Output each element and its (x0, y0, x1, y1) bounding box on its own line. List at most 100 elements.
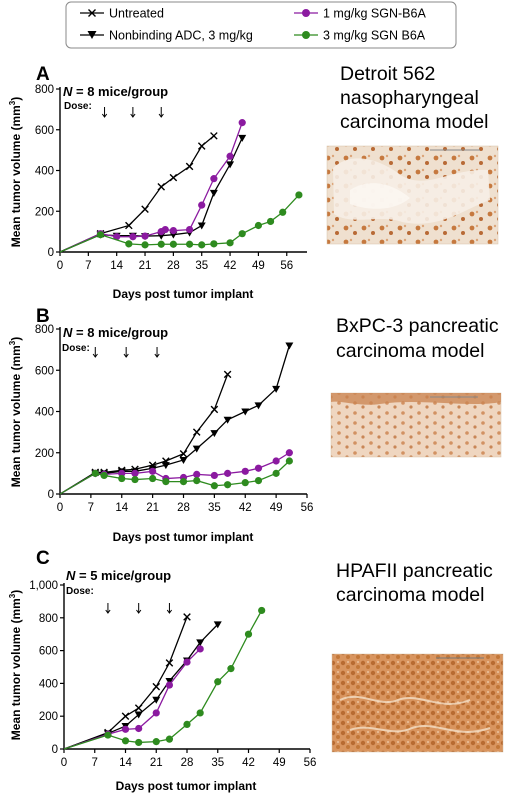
data-point (157, 183, 166, 191)
data-point (196, 709, 204, 717)
x-tick-label: 42 (239, 502, 252, 514)
data-point (129, 233, 137, 241)
data-point (285, 449, 293, 457)
x-tick-label: 0 (61, 757, 67, 769)
x-axis-title: Days post tumor implant (113, 287, 254, 301)
x-tick-label: 56 (301, 502, 314, 514)
data-point (193, 476, 201, 485)
data-point (152, 682, 161, 691)
data-point (227, 665, 235, 673)
data-point (152, 709, 160, 717)
series-1-mg-kg-sgn-b6a (63, 645, 204, 750)
legend-label: Untreated (109, 7, 164, 21)
dose-arrow-icon (130, 107, 136, 118)
legend-entry-3mgkg: 3 mg/kg SGN B6A (294, 29, 426, 43)
data-point (209, 189, 218, 197)
data-point (134, 711, 143, 719)
data-point (135, 724, 143, 733)
data-point (104, 731, 112, 739)
data-point (179, 456, 188, 464)
y-tick-label: 0 (52, 744, 58, 756)
data-point (198, 241, 206, 249)
y-tick-label: 0 (48, 489, 54, 501)
x-tick-label: 7 (92, 757, 98, 769)
y-tick-label: 200 (39, 711, 58, 723)
x-tick-label: 49 (252, 260, 265, 272)
data-point (238, 134, 247, 142)
x-tick-label: 56 (304, 757, 317, 769)
data-point (118, 469, 126, 477)
data-point (149, 467, 157, 475)
x-tick-label: 14 (119, 757, 132, 769)
series-line (59, 135, 215, 253)
data-point (118, 474, 126, 483)
ihc-stain-image (331, 653, 504, 753)
data-point (224, 469, 232, 477)
data-point (196, 645, 204, 653)
dose-arrow-icon (158, 107, 164, 118)
model-label-line: carcinoma model (336, 584, 484, 606)
data-point (121, 712, 130, 720)
y-tick-label: 800 (39, 613, 58, 625)
data-point (210, 175, 218, 183)
dose-label: Dose: (66, 586, 94, 597)
x-tick-label: 28 (167, 260, 180, 272)
legend-label: 1 mg/kg SGN-B6A (323, 7, 426, 21)
panel-b: B N = 8 mice/group Dose: Mean tumor volu… (8, 306, 502, 544)
data-point (183, 658, 191, 666)
y-tick-label: 400 (35, 407, 54, 419)
x-tick-label: 21 (150, 757, 163, 769)
dose-arrow-icon (136, 603, 142, 614)
data-point (244, 630, 253, 638)
series-3-mg-kg-sgn-b6a (59, 457, 293, 495)
y-tick-label: 200 (35, 206, 54, 218)
data-point (169, 240, 177, 248)
data-point (134, 704, 143, 712)
data-point (214, 678, 222, 686)
y-tick-label: 200 (35, 448, 54, 460)
x-axis-title: Days post tumor implant (116, 779, 257, 793)
model-label: Detroit 562 nasopharyngeal carcinoma mod… (340, 63, 488, 133)
legend-entry-nonbinding-adc: Nonbinding ADC, 3 mg/kg (80, 29, 253, 43)
data-point (254, 402, 263, 410)
data-point (279, 208, 287, 216)
data-point (272, 385, 281, 393)
data-point (165, 681, 174, 689)
data-point (238, 119, 246, 127)
data-point (210, 430, 219, 438)
series-line (63, 610, 263, 750)
y-tick-label: 800 (35, 324, 54, 336)
data-point (183, 613, 191, 621)
x-tick-label: 35 (208, 502, 221, 514)
dose-label: Dose: (62, 343, 90, 354)
model-label-line: Detroit 562 (340, 63, 435, 85)
data-point (272, 457, 280, 465)
data-point (125, 240, 133, 248)
series-untreated (59, 370, 232, 495)
data-point (125, 221, 133, 230)
dose-arrow-icon (123, 347, 129, 358)
model-label-line: HPAFII pancreatic (336, 560, 493, 582)
data-point (196, 639, 205, 647)
data-point (223, 370, 232, 379)
data-point (241, 467, 249, 475)
data-point (210, 471, 218, 480)
data-point (213, 621, 222, 629)
model-label-line: carcinoma model (336, 340, 484, 362)
y-tick-label: 400 (39, 678, 58, 690)
y-axis-title: Mean tumor volume (mm3) (8, 337, 23, 487)
x-tick-label: 14 (110, 260, 123, 272)
x-marker-icon (88, 9, 96, 17)
data-point (197, 222, 206, 230)
data-point (266, 217, 275, 226)
panel-letter: A (36, 64, 50, 85)
data-point (183, 720, 191, 729)
series-untreated (59, 132, 218, 253)
model-label: BxPC-3 pancreatic carcinoma model (336, 315, 499, 362)
y-tick-label: 600 (35, 125, 54, 137)
group-size-annotation: N = 8 mice/group (63, 84, 168, 99)
data-point (210, 240, 218, 248)
data-point (223, 416, 232, 424)
data-point (179, 478, 188, 486)
y-tick-label: 1,000 (29, 580, 58, 592)
